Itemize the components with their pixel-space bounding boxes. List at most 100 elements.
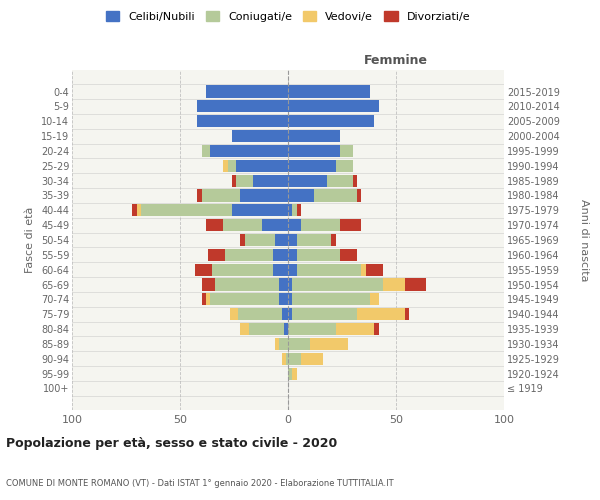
Bar <box>197 190 202 202</box>
Bar <box>296 264 361 276</box>
Bar <box>366 264 383 276</box>
Bar <box>292 368 296 380</box>
Bar <box>296 234 331 246</box>
Bar <box>133 204 137 216</box>
Bar <box>232 204 288 216</box>
Bar <box>331 234 335 246</box>
Bar <box>404 308 409 320</box>
Bar <box>232 174 236 186</box>
Bar <box>273 264 288 276</box>
Bar <box>275 338 280 350</box>
Bar <box>208 249 226 261</box>
Bar <box>210 294 280 306</box>
Bar <box>288 190 314 202</box>
Bar <box>288 368 292 380</box>
Bar <box>335 323 374 335</box>
Bar <box>241 190 288 202</box>
Bar <box>288 145 340 157</box>
Bar <box>296 249 340 261</box>
Bar <box>202 190 241 202</box>
Bar <box>197 100 288 112</box>
Bar <box>206 294 210 306</box>
Bar <box>253 174 288 186</box>
Text: Popolazione per età, sesso e stato civile - 2020: Popolazione per età, sesso e stato civil… <box>6 437 337 450</box>
Bar <box>206 86 288 98</box>
Bar <box>281 352 286 365</box>
Bar <box>288 234 296 246</box>
Text: COMUNE DI MONTE ROMANO (VT) - Dati ISTAT 1° gennaio 2020 - Elaborazione TUTTITAL: COMUNE DI MONTE ROMANO (VT) - Dati ISTAT… <box>6 478 394 488</box>
Bar <box>292 308 357 320</box>
Bar <box>226 249 273 261</box>
Bar <box>280 278 288 290</box>
Bar <box>288 338 310 350</box>
Bar <box>314 190 357 202</box>
Bar <box>206 219 223 231</box>
Bar <box>227 160 236 172</box>
Bar <box>288 294 292 306</box>
Bar <box>288 264 296 276</box>
Bar <box>357 190 361 202</box>
Bar <box>141 204 232 216</box>
Bar <box>202 278 215 290</box>
Bar <box>404 278 426 290</box>
Y-axis label: Anni di nascita: Anni di nascita <box>579 198 589 281</box>
Bar <box>383 278 404 290</box>
Bar <box>137 204 141 216</box>
Bar <box>241 323 249 335</box>
Bar <box>275 234 288 246</box>
Bar <box>238 308 281 320</box>
Bar <box>340 145 353 157</box>
Bar <box>288 115 374 128</box>
Bar <box>284 323 288 335</box>
Bar <box>280 338 288 350</box>
Bar <box>273 249 288 261</box>
Bar <box>288 174 327 186</box>
Bar <box>374 323 379 335</box>
Bar <box>340 219 361 231</box>
Y-axis label: Fasce di età: Fasce di età <box>25 207 35 273</box>
Bar <box>288 323 335 335</box>
Bar <box>212 264 273 276</box>
Bar <box>245 234 275 246</box>
Bar <box>327 174 353 186</box>
Bar <box>202 145 210 157</box>
Bar <box>288 219 301 231</box>
Bar <box>288 204 292 216</box>
Bar <box>232 130 288 142</box>
Bar <box>195 264 212 276</box>
Bar <box>357 308 404 320</box>
Bar <box>353 174 357 186</box>
Bar <box>292 294 370 306</box>
Bar <box>288 86 370 98</box>
Bar <box>249 323 284 335</box>
Bar <box>280 294 288 306</box>
Bar <box>281 308 288 320</box>
Bar <box>262 219 288 231</box>
Bar <box>288 130 340 142</box>
Bar <box>310 338 349 350</box>
Bar <box>236 160 288 172</box>
Legend: Celibi/Nubili, Coniugati/e, Vedovi/e, Divorziati/e: Celibi/Nubili, Coniugati/e, Vedovi/e, Di… <box>103 8 473 25</box>
Bar <box>292 278 383 290</box>
Bar <box>241 234 245 246</box>
Bar <box>288 100 379 112</box>
Bar <box>301 219 340 231</box>
Bar <box>223 219 262 231</box>
Bar <box>288 308 292 320</box>
Bar <box>335 160 353 172</box>
Bar <box>292 204 296 216</box>
Bar <box>223 160 227 172</box>
Bar <box>197 115 288 128</box>
Bar <box>286 352 288 365</box>
Bar <box>215 278 280 290</box>
Bar <box>288 160 335 172</box>
Bar <box>210 145 288 157</box>
Bar <box>288 352 301 365</box>
Bar <box>288 278 292 290</box>
Bar <box>230 308 238 320</box>
Bar <box>370 294 379 306</box>
Text: Femmine: Femmine <box>364 54 428 66</box>
Bar <box>202 294 206 306</box>
Bar <box>340 249 357 261</box>
Bar <box>296 204 301 216</box>
